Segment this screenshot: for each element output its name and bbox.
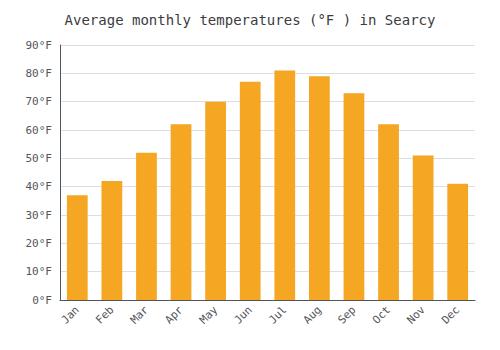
svg-text:Dec: Dec [439,303,462,326]
svg-text:80°F: 80°F [26,67,53,80]
svg-text:Jun: Jun [232,303,255,326]
svg-text:Oct: Oct [370,303,393,326]
svg-text:Sep: Sep [335,303,358,326]
svg-text:Aug: Aug [301,303,324,326]
svg-text:90°F: 90°F [26,39,53,52]
svg-text:40°F: 40°F [26,180,53,193]
svg-text:Jan: Jan [59,303,82,326]
svg-text:20°F: 20°F [26,237,53,250]
svg-text:Nov: Nov [404,303,427,326]
svg-text:Apr: Apr [162,303,185,326]
svg-text:30°F: 30°F [26,209,53,222]
svg-text:Feb: Feb [93,303,116,326]
svg-text:Average monthly temperatures (: Average monthly temperatures (°F ) in Se… [65,12,436,28]
svg-text:Mar: Mar [128,303,151,326]
svg-text:May: May [197,303,220,326]
svg-text:10°F: 10°F [26,265,53,278]
svg-text:50°F: 50°F [26,152,53,165]
svg-text:Jul: Jul [266,303,289,326]
svg-text:0°F: 0°F [32,294,52,307]
svg-text:60°F: 60°F [26,124,53,137]
svg-text:70°F: 70°F [26,95,53,108]
